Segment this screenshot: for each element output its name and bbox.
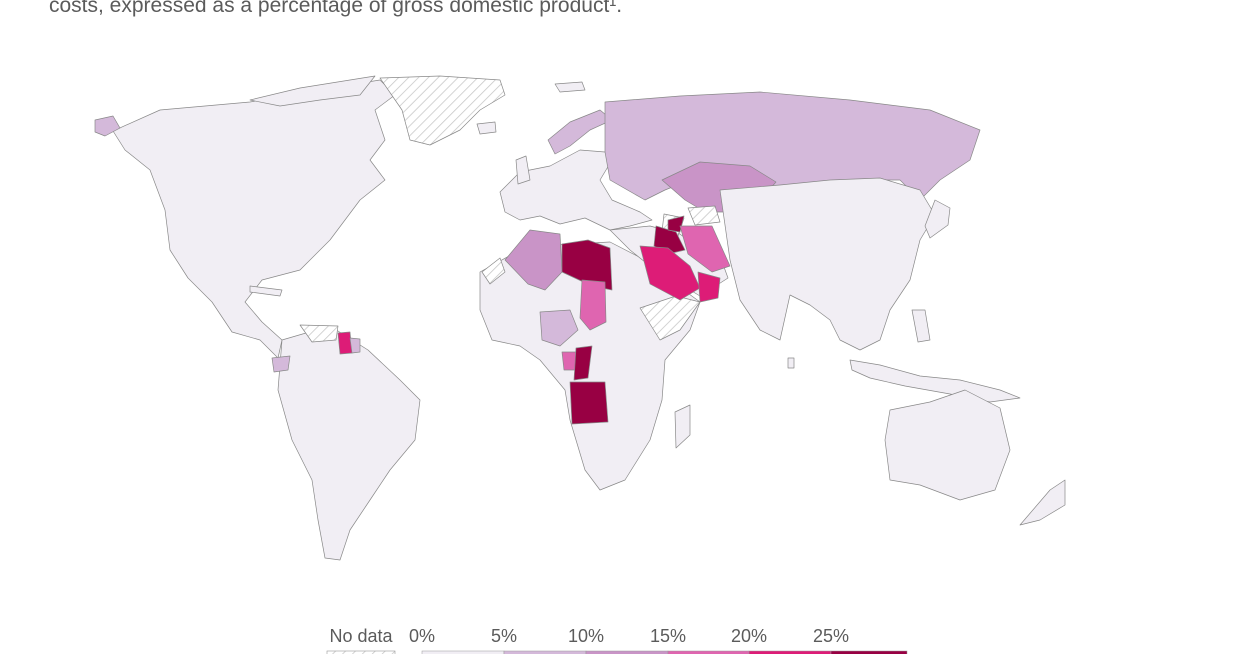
region-great-britain[interactable] <box>515 155 531 185</box>
world-map <box>0 40 1250 600</box>
region-suriname[interactable] <box>349 337 361 354</box>
region-nigeria[interactable] <box>539 309 579 347</box>
region-somalia[interactable] <box>639 295 701 341</box>
region-japan[interactable] <box>924 199 951 239</box>
region-turkmenistan[interactable] <box>687 205 721 226</box>
legend-tick-label: 10% <box>568 626 604 646</box>
region-north-america[interactable] <box>112 79 396 359</box>
legend-swatch-bin-10-15 <box>585 650 669 654</box>
region-new-zealand[interactable] <box>1019 479 1066 526</box>
legend-swatch-bin-0-5 <box>421 650 505 654</box>
region-greenland[interactable] <box>379 75 506 146</box>
region-western-sahara[interactable] <box>481 257 506 285</box>
region-ecuador[interactable] <box>271 355 291 373</box>
region-svalbard[interactable] <box>554 81 586 93</box>
region-sri-lanka[interactable] <box>787 357 795 369</box>
region-south-america[interactable] <box>277 325 421 561</box>
world-map-svg <box>94 75 1066 561</box>
legend-tick-label: 25% <box>813 626 849 646</box>
region-congo[interactable] <box>573 345 593 381</box>
legend-tick-label: 15% <box>650 626 686 646</box>
region-south-sudan[interactable] <box>579 279 607 331</box>
legend-no-data-label: No data <box>329 626 393 646</box>
legend-swatch-bin-15-20 <box>667 650 750 654</box>
legend-tick-label: 0% <box>409 626 435 646</box>
legend-no-data-swatch <box>326 650 396 654</box>
legend-swatch-bin-25-plus <box>830 650 908 654</box>
region-arctic-islands[interactable] <box>249 75 376 107</box>
region-guyana[interactable] <box>337 331 353 355</box>
map-legend: No data 0% 5% 10% 15% 20% 25% <box>326 626 908 654</box>
region-africa[interactable] <box>479 241 701 491</box>
region-iran[interactable] <box>679 225 731 273</box>
region-philippines[interactable] <box>911 309 931 343</box>
region-norway[interactable] <box>547 109 613 155</box>
legend-swatch-bin-20-25 <box>748 650 832 654</box>
legend-tick-label: 5% <box>491 626 517 646</box>
region-australia[interactable] <box>884 389 1011 501</box>
region-indonesia[interactable] <box>849 359 1021 403</box>
region-asia[interactable] <box>719 177 936 351</box>
region-madagascar[interactable] <box>674 404 691 449</box>
region-kuwait[interactable] <box>667 215 685 233</box>
map-subtitle: costs, expressed as a percentage of gros… <box>49 0 623 17</box>
legend-tick-label: 20% <box>731 626 767 646</box>
region-venezuela[interactable] <box>299 324 339 343</box>
region-angola[interactable] <box>569 381 609 425</box>
region-cuba[interactable] <box>249 285 283 297</box>
legend-swatch-bin-5-10 <box>503 650 587 654</box>
region-libya[interactable] <box>561 239 613 291</box>
region-europe[interactable] <box>499 149 653 231</box>
region-alaska[interactable] <box>94 115 121 137</box>
region-oman[interactable] <box>697 271 721 303</box>
region-iceland[interactable] <box>476 121 497 135</box>
